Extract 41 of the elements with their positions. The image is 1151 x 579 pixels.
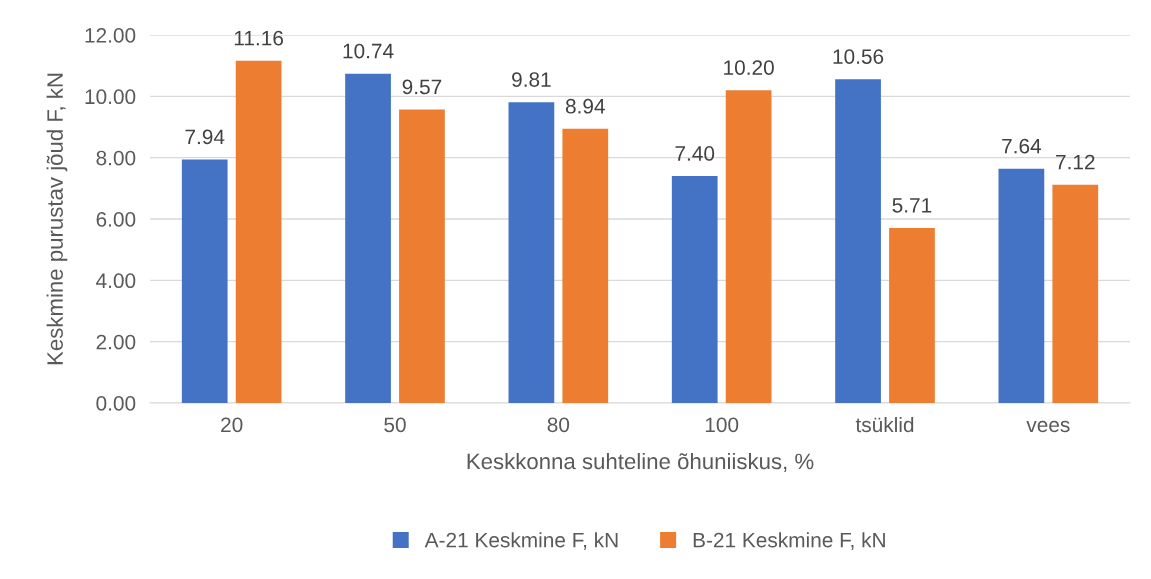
legend-label: A-21 Keskmine F, kN [424, 532, 618, 550]
data-label: 9.57 [402, 79, 442, 95]
y-tick-label: 12.00 [85, 28, 136, 43]
data-label: 10.20 [724, 60, 774, 75]
bar [345, 73, 391, 403]
bar [671, 176, 718, 403]
bar [508, 102, 555, 403]
x-tick-label: 20 [221, 417, 243, 433]
y-tick-label: 8.00 [96, 150, 136, 166]
bar [725, 90, 772, 403]
x-tick-label: vees [1026, 420, 1070, 433]
bar [399, 109, 445, 403]
bar [889, 227, 935, 403]
x-tick-label: 100 [705, 417, 739, 433]
bar [562, 128, 609, 403]
y-axis-title: Keskmine purustav jõud F, kN [46, 73, 68, 365]
data-label: 10.74 [343, 43, 394, 59]
data-label: 5.71 [892, 198, 932, 213]
y-tick-label: 2.00 [96, 334, 136, 350]
data-label: 8.94 [565, 98, 605, 114]
data-label: 7.64 [1002, 138, 1042, 154]
data-label: 10.56 [833, 49, 884, 64]
data-label: 9.81 [512, 72, 551, 87]
data-label: 7.94 [185, 129, 225, 145]
bar [235, 60, 282, 403]
bar [998, 168, 1045, 403]
x-tick-label: tsüklid [855, 416, 914, 433]
bar [181, 159, 228, 403]
y-tick-label: 10.00 [85, 89, 136, 105]
bar [835, 79, 881, 403]
bar [1052, 184, 1099, 403]
x-axis-title: Keskkonna suhteline õhuniiskus, % [467, 452, 814, 472]
legend-label: B-21 Keskmine F, kN [693, 532, 885, 550]
y-tick-label: 4.00 [96, 273, 136, 289]
x-tick-label: 80 [547, 417, 570, 433]
data-label: 7.12 [1056, 154, 1095, 170]
x-tick-label: 50 [384, 417, 406, 433]
data-label: 7.40 [675, 146, 715, 161]
y-tick-label: 0.00 [96, 396, 136, 411]
data-label: 11.16 [234, 30, 283, 46]
y-tick-label: 6.00 [96, 212, 136, 227]
